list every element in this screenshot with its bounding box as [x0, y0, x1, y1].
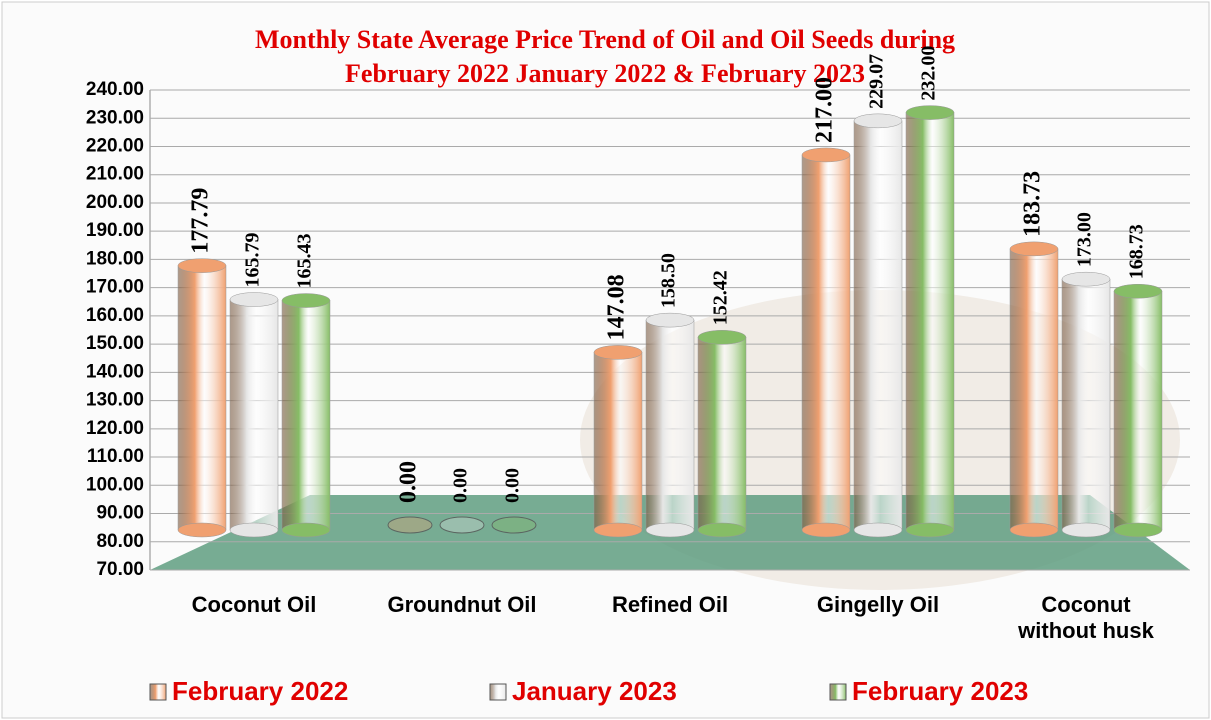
x-tick-label: Gingelly Oil: [803, 592, 953, 618]
bar: [906, 113, 954, 530]
chart-subtitle: February 2022 January 2022 & February 20…: [345, 59, 865, 88]
bar-base: [854, 523, 902, 537]
bar-base: [282, 523, 330, 537]
legend-marker: [490, 684, 506, 700]
value-label: 0.00: [450, 468, 472, 503]
chart-title: Monthly State Average Price Trend of Oil…: [255, 25, 955, 54]
y-tick-label: 130.00: [86, 390, 144, 411]
legend-label: February 2022: [172, 676, 348, 706]
bar-top: [1010, 242, 1058, 256]
bar: [698, 337, 746, 530]
bar-base: [1062, 523, 1110, 537]
y-tick-label: 240.00: [86, 79, 144, 100]
bar-top: [854, 114, 902, 128]
bar: [230, 300, 278, 530]
x-tick-label: Refined Oil: [595, 592, 745, 618]
bar-top: [802, 148, 850, 162]
value-label: 183.73: [1020, 171, 1046, 237]
y-tick-label: 220.00: [86, 135, 144, 156]
legend-label: February 2023: [852, 676, 1028, 706]
bar-base: [230, 523, 278, 537]
bar-base: [1114, 523, 1162, 537]
value-label: 217.00: [812, 77, 838, 143]
bar-top: [906, 106, 954, 120]
bar-top: [1062, 272, 1110, 286]
y-tick-label: 140.00: [86, 361, 144, 382]
bar: [802, 155, 850, 530]
y-tick-label: 150.00: [86, 333, 144, 354]
bar-top: [282, 294, 330, 308]
bar-base: [646, 523, 694, 537]
value-label: 158.50: [658, 253, 680, 308]
bar-top: [646, 313, 694, 327]
value-label: 232.00: [918, 46, 940, 101]
y-tick-label: 230.00: [86, 107, 144, 128]
value-label: 229.07: [866, 54, 888, 109]
bar-base: [802, 523, 850, 537]
x-tick-label: Coconut without husk: [1011, 592, 1161, 644]
bar-top: [698, 330, 746, 344]
y-tick-label: 90.00: [96, 503, 144, 524]
x-tick-label: Coconut Oil: [179, 592, 329, 618]
bar: [388, 517, 432, 533]
bar-base: [698, 523, 746, 537]
bar-top: [594, 345, 642, 359]
value-label: 147.08: [604, 274, 630, 340]
y-tick-label: 120.00: [86, 418, 144, 439]
legend-label: January 2023: [512, 676, 677, 706]
bar: [1114, 291, 1162, 530]
y-tick-label: 210.00: [86, 164, 144, 185]
y-tick-label: 100.00: [86, 474, 144, 495]
bar-base: [906, 523, 954, 537]
bar: [492, 517, 536, 533]
y-tick-label: 70.00: [96, 559, 144, 580]
value-label: 177.79: [188, 188, 214, 254]
legend-marker: [150, 684, 166, 700]
y-tick-label: 160.00: [86, 305, 144, 326]
value-label: 173.00: [1074, 212, 1096, 267]
bar: [440, 517, 484, 533]
y-tick-label: 170.00: [86, 277, 144, 298]
bar-top: [1114, 284, 1162, 298]
bar: [178, 266, 226, 530]
legend-marker: [830, 684, 846, 700]
bar: [1062, 279, 1110, 530]
y-tick-label: 180.00: [86, 248, 144, 269]
bar: [854, 121, 902, 530]
bar: [282, 301, 330, 530]
y-tick-label: 110.00: [87, 446, 144, 467]
bar-top: [230, 293, 278, 307]
bar: [646, 320, 694, 530]
value-label: 152.42: [710, 270, 732, 325]
bar: [594, 352, 642, 530]
value-label: 165.79: [242, 233, 264, 288]
bar-base: [1010, 523, 1058, 537]
value-label: 0.00: [502, 468, 524, 503]
value-label: 168.73: [1126, 224, 1148, 279]
value-label: 165.43: [294, 234, 316, 289]
bar-top: [178, 259, 226, 273]
bar: [1010, 249, 1058, 530]
x-tick-label: Groundnut Oil: [387, 592, 537, 618]
y-tick-label: 200.00: [86, 192, 144, 213]
y-tick-label: 80.00: [96, 531, 144, 552]
bar-base: [594, 523, 642, 537]
bar-base: [178, 523, 226, 537]
y-tick-label: 190.00: [86, 220, 144, 241]
chart-page: Monthly State Average Price Trend of Oil…: [0, 0, 1211, 720]
value-label: 0.00: [396, 461, 422, 503]
